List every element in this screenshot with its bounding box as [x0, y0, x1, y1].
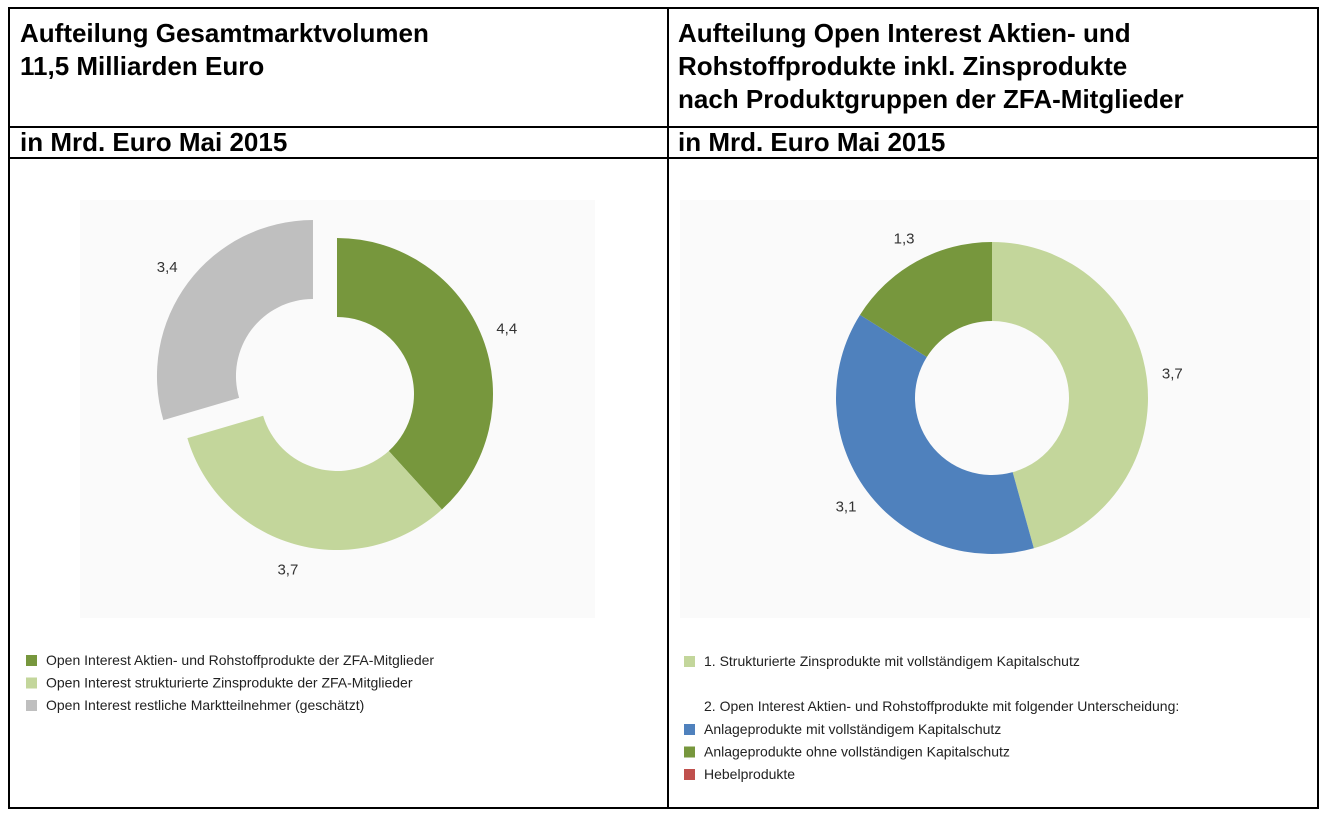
data-label: 4,4 [496, 320, 517, 337]
donut-segment [337, 238, 493, 510]
legend-label: Open Interest Aktien- und Rohstoffproduk… [46, 652, 434, 668]
panel-subtitle: in Mrd. Euro Mai 2015 [678, 127, 945, 157]
donut-segment [860, 242, 992, 357]
panel-title: Aufteilung Open Interest Aktien- und [678, 18, 1131, 48]
legend-label: Anlageprodukte ohne vollständigen Kapita… [704, 744, 1010, 760]
legend-label: Anlageprodukte mit vollständigem Kapital… [704, 721, 1001, 737]
legend-label: Open Interest strukturierte Zinsprodukte… [46, 675, 413, 691]
data-label: 1,3 [894, 231, 915, 248]
data-label: 3,4 [157, 259, 178, 276]
legend-swatch [684, 769, 695, 780]
data-label: 3,1 [836, 499, 857, 516]
panel-subtitle: in Mrd. Euro Mai 2015 [20, 127, 287, 157]
data-label: 3,7 [277, 561, 298, 578]
donut-segment [836, 314, 1034, 554]
legend-swatch [26, 655, 37, 666]
panel-title: Aufteilung Gesamtmarktvolumen [20, 18, 429, 48]
donut-segment [992, 242, 1148, 549]
legend-swatch [26, 677, 37, 689]
table-borders [8, 7, 1319, 809]
panel-title: 11,5 Milliarden Euro [20, 51, 264, 81]
legend-swatch [684, 724, 695, 735]
legend-label: Hebelprodukte [704, 766, 795, 782]
legend-swatch [684, 746, 695, 758]
panel-title: Rohstoffprodukte inkl. Zinsprodukte [678, 51, 1127, 81]
data-label: 3,7 [1162, 365, 1183, 382]
donut-segment [187, 415, 442, 550]
legend-label: Open Interest restliche Marktteilnehmer … [46, 697, 364, 713]
legend-label: 1. Strukturierte Zinsprodukte mit vollst… [704, 653, 1080, 669]
donut-segment [156, 220, 313, 421]
legend-note: 2. Open Interest Aktien- und Rohstoffpro… [704, 698, 1179, 714]
legend-swatch [684, 656, 695, 667]
legend-swatch [26, 700, 37, 711]
panel-title: nach Produktgruppen der ZFA-Mitglieder [678, 84, 1184, 114]
